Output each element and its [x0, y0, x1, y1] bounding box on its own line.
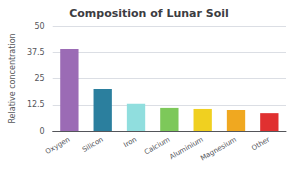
svg-text:Iron: Iron	[122, 136, 138, 150]
svg-text:0: 0	[40, 127, 45, 136]
svg-text:Oxygen: Oxygen	[44, 136, 71, 156]
svg-text:12.5: 12.5	[27, 100, 45, 109]
svg-text:25: 25	[35, 74, 45, 83]
svg-text:Calcium: Calcium	[143, 135, 172, 156]
svg-text:50: 50	[35, 22, 45, 31]
svg-text:Silicon: Silicon	[81, 136, 105, 154]
svg-text:Composition of Lunar Soil: Composition of Lunar Soil	[69, 7, 229, 20]
svg-text:Other: Other	[250, 135, 271, 152]
svg-text:Aluminium: Aluminium	[168, 135, 205, 162]
svg-text:37.5: 37.5	[27, 48, 45, 57]
svg-text:Relative concentration: Relative concentration	[8, 33, 17, 123]
svg-text:Magnesium: Magnesium	[199, 135, 238, 162]
